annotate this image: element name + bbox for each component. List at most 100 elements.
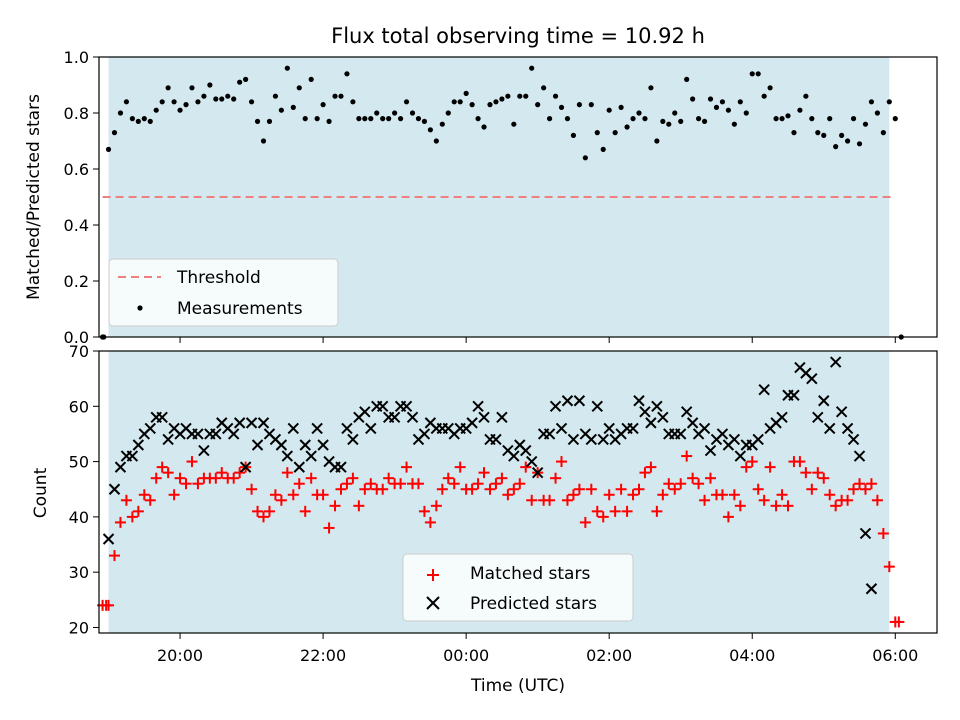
y-tick-label: 70 (69, 342, 89, 361)
measurement-point (797, 107, 803, 113)
matched-star-marker (365, 478, 377, 490)
measurement-point (105, 146, 112, 152)
measurement-point (773, 116, 779, 122)
predicted-star-marker (651, 400, 663, 413)
predicted-star-marker (704, 444, 717, 457)
measurement-point (713, 104, 720, 110)
matched-star-marker (299, 505, 311, 517)
matched-star-marker (669, 483, 681, 495)
predicted-star-marker (347, 433, 359, 446)
matched-star-marker (472, 478, 484, 490)
measurement-point (219, 96, 225, 102)
measurement-point (731, 121, 737, 127)
matched-star-marker (597, 511, 609, 523)
x-tick-label: 00:00 (443, 646, 489, 665)
matched-star-marker (168, 489, 180, 501)
matched-star-marker (186, 456, 198, 468)
predicted-star-marker (227, 428, 240, 440)
matched-star-marker (746, 456, 758, 468)
matched-star-marker (782, 500, 794, 512)
predicted-star-marker (573, 395, 586, 407)
measurement-point (880, 130, 886, 136)
measurement-point (719, 99, 726, 105)
measurement-point (511, 121, 517, 127)
predicted-star-marker (633, 395, 645, 407)
matched-star-marker (293, 478, 305, 490)
matched-star-marker (448, 478, 460, 490)
measurement-point (189, 85, 195, 91)
matched-star-marker (699, 494, 711, 506)
matched-star-marker (830, 500, 842, 512)
predicted-star-marker (567, 433, 580, 446)
matched-star-marker (893, 616, 905, 628)
predicted-star-marker (818, 395, 830, 407)
matched-star-marker (347, 472, 359, 484)
measurement-point (535, 102, 541, 108)
matched-star-marker (812, 467, 824, 479)
matched-star-marker (657, 489, 669, 501)
predicted-star-marker (543, 428, 556, 440)
matched-star-marker (859, 483, 871, 495)
measurement-point (588, 102, 594, 108)
measurement-point (606, 107, 612, 113)
predicted-star-marker (591, 400, 603, 413)
matched-star-marker (359, 483, 371, 495)
matched-star-marker (246, 483, 258, 495)
predicted-star-marker (788, 389, 800, 401)
y-tick-label: 60 (69, 397, 89, 416)
measurement-point (594, 130, 600, 136)
matched-star-marker (734, 500, 746, 512)
measurement-point (654, 138, 660, 144)
predicted-star-marker (841, 422, 854, 435)
count-xlabel: Time (UTC) (470, 676, 565, 696)
measurement-point (499, 96, 505, 102)
y-tick-label: 0.4 (64, 216, 89, 235)
measurement-point (171, 99, 177, 105)
matched-star-marker (752, 483, 764, 495)
measurement-point (111, 130, 118, 136)
measurement-point (469, 102, 475, 108)
predicted-star-marker (603, 422, 615, 435)
measurement-point (660, 118, 666, 124)
measurement-point (123, 99, 130, 105)
matched-star-marker (508, 483, 520, 495)
predicted-star-marker (549, 400, 562, 413)
predicted-star-marker (627, 422, 639, 435)
matched-star-marker (526, 494, 538, 506)
measurement-point (582, 155, 588, 161)
matched-star-marker (228, 472, 240, 484)
measurement-point (380, 116, 386, 122)
measurement-point (159, 99, 165, 105)
predicted-star-marker (526, 455, 538, 468)
measurement-point (624, 124, 630, 130)
y-tick-label: 0.0 (64, 328, 89, 347)
measurement-point (153, 107, 159, 113)
predicted-star-marker (293, 461, 305, 473)
measurement-point (201, 93, 207, 99)
chart-title: Flux total observing time = 10.92 h (331, 24, 705, 48)
matched-star-marker (871, 494, 883, 506)
measurement-point (284, 65, 290, 71)
measurement-point (517, 93, 523, 99)
matched-star-marker (138, 489, 150, 501)
matched-star-marker (329, 500, 341, 512)
matched-star-marker (556, 456, 568, 468)
matched-star-marker (424, 516, 436, 528)
legend-matched-swatch (427, 569, 439, 581)
matched-star-marker (585, 483, 597, 495)
measurement-point (326, 118, 332, 124)
measurement-point (254, 118, 261, 124)
predicted-star-marker (400, 400, 413, 413)
predicted-star-marker (752, 433, 764, 446)
measurement-point (308, 76, 314, 82)
predicted-star-marker (257, 417, 270, 429)
matched-star-marker (627, 489, 639, 501)
x-tick-label: 04:00 (729, 646, 775, 665)
matched-star-marker (150, 472, 162, 484)
predicted-star-marker (102, 533, 115, 545)
matched-star-marker (675, 478, 687, 490)
measurement-point (809, 116, 815, 122)
matched-star-marker (776, 489, 788, 501)
predicted-star-marker (531, 466, 544, 479)
